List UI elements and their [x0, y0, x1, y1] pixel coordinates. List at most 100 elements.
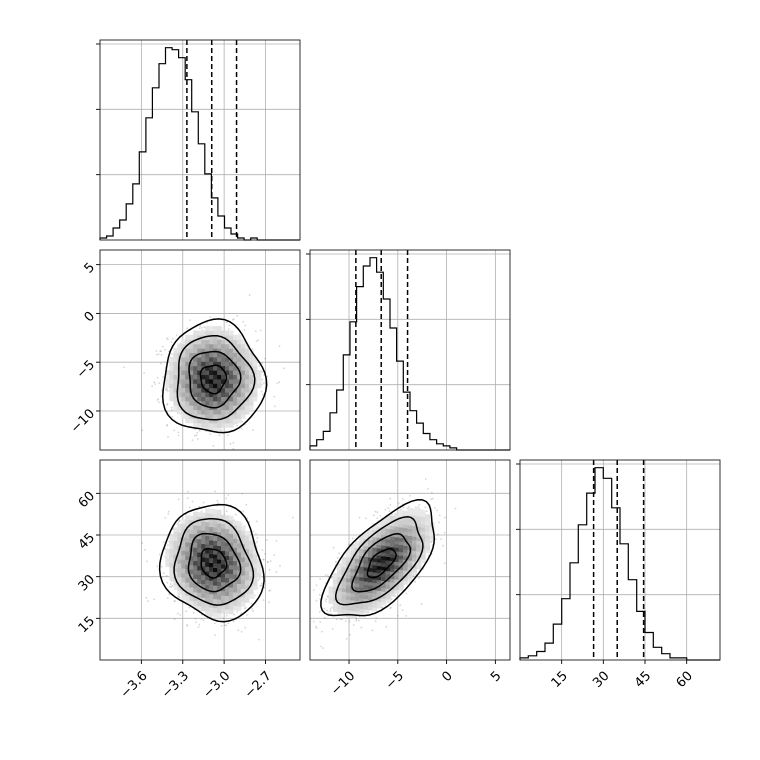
density-cell [177, 581, 182, 587]
density-cell [181, 409, 186, 415]
density-cell [181, 550, 186, 556]
density-cell [240, 526, 246, 531]
density-cell [185, 365, 190, 371]
density-cell [403, 531, 409, 539]
density-cell [193, 387, 198, 393]
density-cell [201, 570, 206, 576]
density-cell [189, 409, 194, 415]
density-cell [193, 565, 198, 571]
density-cell [363, 553, 369, 561]
density-cell [217, 339, 222, 345]
sample-point [414, 580, 416, 583]
density-cell [217, 612, 222, 618]
density-cell [197, 392, 202, 397]
density-cell [221, 514, 226, 520]
y-tick-label: 0 [82, 309, 98, 325]
joint-content [310, 460, 510, 660]
density-cell [193, 361, 198, 367]
density-cell [185, 400, 190, 406]
sample-point [198, 505, 201, 508]
sample-point [269, 589, 272, 592]
density-cell [233, 592, 238, 597]
density-cell [209, 562, 214, 568]
density-cell [229, 578, 234, 584]
density-cell [217, 370, 222, 375]
density-cell [385, 546, 391, 554]
density-cell [416, 509, 422, 517]
density-cell [197, 370, 202, 375]
density-cell [205, 598, 210, 603]
density-cell [213, 418, 218, 424]
sample-point [189, 319, 192, 321]
density-cell [193, 511, 198, 517]
density-cell [221, 559, 226, 565]
sample-point [399, 604, 402, 607]
density-cell [217, 378, 222, 384]
density-cell [372, 604, 378, 612]
density-cell [209, 513, 214, 519]
density-cell [385, 529, 391, 536]
density-cell [177, 527, 182, 533]
density-cell [193, 525, 198, 530]
density-cell [359, 584, 365, 592]
density-cell [213, 427, 218, 433]
density-cell [363, 578, 369, 586]
density-cell [201, 383, 206, 389]
density-cell [209, 396, 214, 402]
density-cell [244, 593, 250, 599]
density-cell [177, 352, 182, 358]
contour-level [334, 516, 424, 606]
sample-point [200, 617, 203, 620]
density-cell [165, 374, 170, 380]
density-cell [346, 575, 352, 583]
density-cell [368, 578, 373, 586]
density-cell [236, 396, 242, 402]
sample-point [177, 612, 179, 615]
density-cell [209, 585, 214, 590]
density-cell [201, 413, 206, 419]
density-cell [209, 326, 214, 332]
density-cell [381, 584, 387, 592]
density-cell [193, 400, 198, 406]
sample-point [259, 329, 262, 332]
density-cell [236, 348, 242, 353]
density-cell [229, 383, 234, 389]
x-tick-label: −5 [383, 669, 407, 693]
density-cell [359, 538, 365, 546]
sample-point [263, 559, 265, 561]
density-cell [233, 365, 238, 371]
density-cell [225, 609, 230, 614]
sample-point [225, 614, 228, 617]
density-cell [363, 599, 369, 607]
density-cell [407, 553, 413, 561]
density-cell [217, 536, 222, 542]
density-cell [193, 561, 198, 566]
density-cell [359, 552, 365, 560]
sample-point [232, 318, 235, 320]
density-cell [252, 392, 258, 397]
contour-level [200, 547, 228, 579]
sample-point [384, 508, 387, 511]
density-cell [252, 581, 258, 586]
density-cell [236, 418, 242, 424]
density-cell [372, 558, 378, 566]
sample-point [261, 370, 264, 373]
density-cell [221, 546, 226, 551]
density-cell [368, 571, 373, 579]
density-cell [221, 330, 226, 336]
density-cell [236, 530, 242, 535]
density-cell [189, 529, 194, 534]
sample-point [232, 319, 234, 321]
density-cell [229, 596, 234, 601]
density-cell [221, 413, 226, 419]
density-cell [197, 579, 202, 584]
sample-point [261, 393, 264, 396]
density-cell [185, 378, 190, 384]
density-cell [240, 409, 246, 415]
density-cell [209, 418, 214, 424]
density-cell [169, 576, 174, 581]
sample-point [195, 621, 197, 624]
density-cell [372, 565, 378, 573]
density-cell [385, 525, 391, 533]
density-cell [248, 361, 254, 367]
